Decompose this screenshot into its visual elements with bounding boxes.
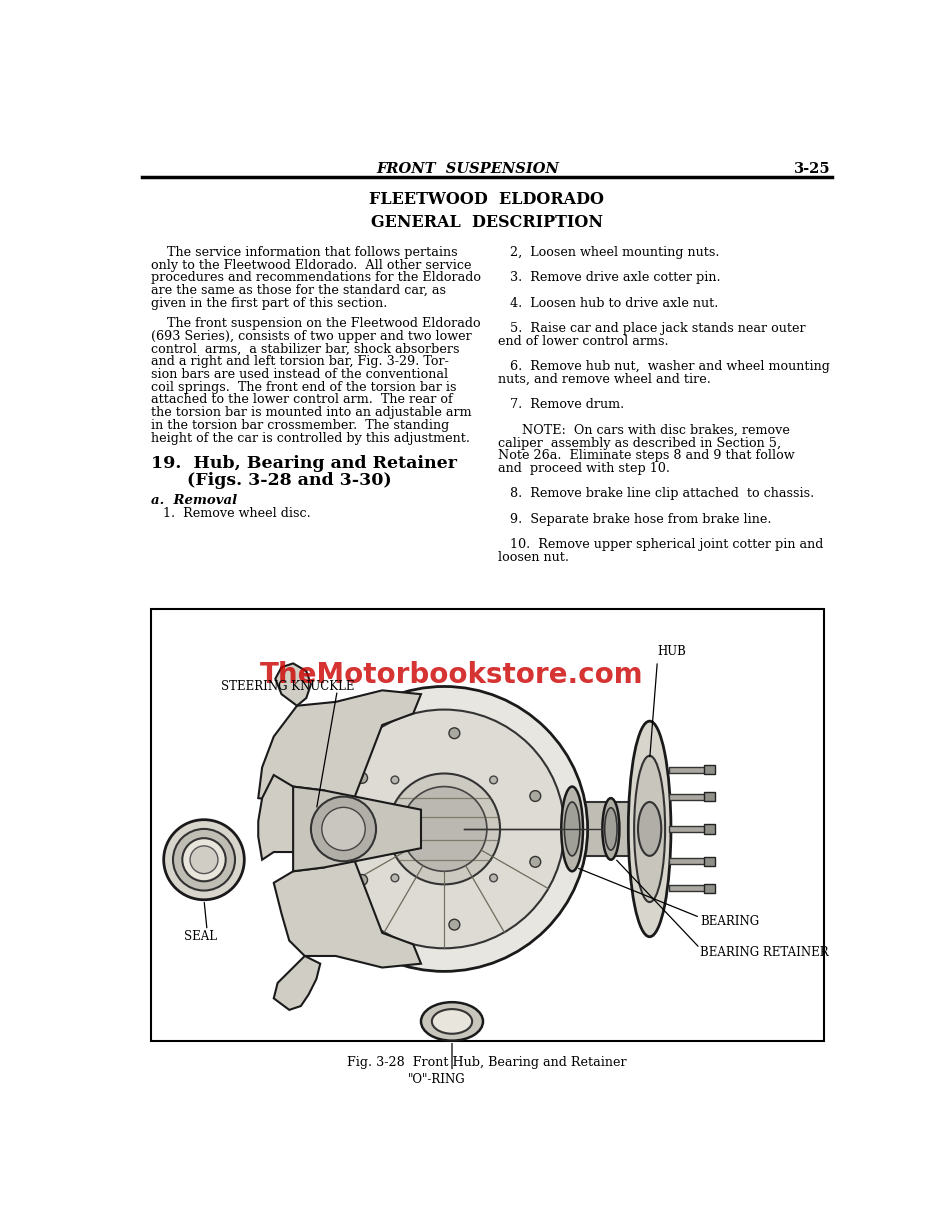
Text: "O"-RING: "O"-RING <box>408 1073 466 1085</box>
Text: Note 26a.  Eliminate steps 8 and 9 that follow: Note 26a. Eliminate steps 8 and 9 that f… <box>499 450 795 462</box>
Text: loosen nut.: loosen nut. <box>499 551 569 564</box>
Ellipse shape <box>638 803 661 855</box>
Text: nuts, and remove wheel and tire.: nuts, and remove wheel and tire. <box>499 374 712 386</box>
Text: The front suspension on the Fleetwood Eldorado: The front suspension on the Fleetwood El… <box>151 317 481 331</box>
Circle shape <box>402 787 486 871</box>
Circle shape <box>489 775 498 784</box>
Bar <box>669 794 712 800</box>
Ellipse shape <box>628 721 671 936</box>
Circle shape <box>449 919 460 930</box>
Text: FRONT  SUSPENSION: FRONT SUSPENSION <box>376 162 559 176</box>
Circle shape <box>182 838 226 881</box>
Ellipse shape <box>564 803 580 855</box>
Text: 19.  Hub, Bearing and Retainer: 19. Hub, Bearing and Retainer <box>151 455 457 472</box>
Bar <box>669 826 712 832</box>
Bar <box>704 825 714 833</box>
Bar <box>669 885 712 891</box>
Polygon shape <box>258 691 421 806</box>
Circle shape <box>163 820 244 900</box>
Circle shape <box>530 857 541 868</box>
Text: 4.  Loosen hub to drive axle nut.: 4. Loosen hub to drive axle nut. <box>499 297 719 310</box>
Text: 10.  Remove upper spherical joint cotter pin and: 10. Remove upper spherical joint cotter … <box>499 538 824 552</box>
Text: procedures and recommendations for the Eldorado: procedures and recommendations for the E… <box>151 272 482 284</box>
Text: in the torsion bar crossmember.  The standing: in the torsion bar crossmember. The stan… <box>151 419 449 431</box>
Text: (693 Series), consists of two upper and two lower: (693 Series), consists of two upper and … <box>151 329 472 343</box>
Ellipse shape <box>421 1002 483 1041</box>
Ellipse shape <box>604 807 618 850</box>
Circle shape <box>449 728 460 739</box>
Ellipse shape <box>635 756 665 902</box>
Circle shape <box>356 773 368 783</box>
Circle shape <box>322 807 365 850</box>
Ellipse shape <box>561 787 583 871</box>
Text: TheMotorbookstore.com: TheMotorbookstore.com <box>260 661 644 689</box>
Circle shape <box>489 874 498 881</box>
Circle shape <box>324 709 564 949</box>
Text: 6.  Remove hub nut,  washer and wheel mounting: 6. Remove hub nut, washer and wheel moun… <box>499 360 830 374</box>
Text: 5.  Raise car and place jack stands near outer: 5. Raise car and place jack stands near … <box>499 322 807 336</box>
Bar <box>151 610 824 1041</box>
Text: HUB: HUB <box>657 645 686 659</box>
Bar <box>704 884 714 892</box>
Circle shape <box>356 875 368 885</box>
Text: attached to the lower control arm.  The rear of: attached to the lower control arm. The r… <box>151 393 453 407</box>
Bar <box>704 857 714 866</box>
Circle shape <box>190 846 218 874</box>
Text: coil springs.  The front end of the torsion bar is: coil springs. The front end of the torsi… <box>151 381 457 393</box>
Text: The service information that follows pertains: The service information that follows per… <box>151 246 458 259</box>
Text: 3-25: 3-25 <box>793 162 830 176</box>
Circle shape <box>391 775 399 784</box>
Text: a.  Removal: a. Removal <box>151 494 238 506</box>
Text: 3.  Remove drive axle cotter pin.: 3. Remove drive axle cotter pin. <box>499 272 721 284</box>
Text: SEAL: SEAL <box>184 930 217 943</box>
Text: end of lower control arms.: end of lower control arms. <box>499 336 669 348</box>
Text: height of the car is controlled by this adjustment.: height of the car is controlled by this … <box>151 431 470 445</box>
Polygon shape <box>274 956 320 1010</box>
Text: 7.  Remove drum.: 7. Remove drum. <box>499 398 625 412</box>
Bar <box>704 764 714 774</box>
Text: sion bars are used instead of the conventional: sion bars are used instead of the conven… <box>151 367 448 381</box>
Polygon shape <box>276 664 311 705</box>
Text: control  arms,  a stabilizer bar, shock absorbers: control arms, a stabilizer bar, shock ab… <box>151 343 460 355</box>
Circle shape <box>173 828 235 891</box>
Text: BEARING: BEARING <box>700 914 759 928</box>
Text: only to the Fleetwood Eldorado.  All other service: only to the Fleetwood Eldorado. All othe… <box>151 259 472 272</box>
Bar <box>669 858 712 864</box>
Circle shape <box>301 687 588 971</box>
Bar <box>704 791 714 801</box>
Text: caliper  assembly as described in Section 5,: caliper assembly as described in Section… <box>499 436 782 450</box>
Text: 9.  Separate brake hose from brake line.: 9. Separate brake hose from brake line. <box>499 512 772 526</box>
Circle shape <box>391 874 399 881</box>
Text: BEARING RETAINER: BEARING RETAINER <box>700 945 828 959</box>
Text: the torsion bar is mounted into an adjustable arm: the torsion bar is mounted into an adjus… <box>151 407 472 419</box>
Bar <box>464 803 650 855</box>
Text: 8.  Remove brake line clip attached  to chassis.: 8. Remove brake line clip attached to ch… <box>499 488 815 500</box>
Circle shape <box>311 796 376 862</box>
Text: NOTE:  On cars with disc brakes, remove: NOTE: On cars with disc brakes, remove <box>499 424 790 438</box>
Text: (Figs. 3-28 and 3-30): (Figs. 3-28 and 3-30) <box>151 472 392 489</box>
Text: 1.  Remove wheel disc.: 1. Remove wheel disc. <box>151 508 311 520</box>
Text: and a right and left torsion bar, Fig. 3-29. Tor-: and a right and left torsion bar, Fig. 3… <box>151 355 449 369</box>
Text: 2,  Loosen wheel mounting nuts.: 2, Loosen wheel mounting nuts. <box>499 246 720 259</box>
Text: and  proceed with step 10.: and proceed with step 10. <box>499 462 671 476</box>
Text: GENERAL  DESCRIPTION: GENERAL DESCRIPTION <box>370 214 603 231</box>
Bar <box>669 767 712 773</box>
Ellipse shape <box>602 798 619 860</box>
Text: given in the first part of this section.: given in the first part of this section. <box>151 297 388 310</box>
Polygon shape <box>294 787 421 871</box>
Circle shape <box>389 773 500 885</box>
Text: FLEETWOOD  ELDORADO: FLEETWOOD ELDORADO <box>370 192 604 209</box>
Text: Fig. 3-28  Front Hub, Bearing and Retainer: Fig. 3-28 Front Hub, Bearing and Retaine… <box>347 1056 627 1069</box>
Text: STEERING KNUCKLE: STEERING KNUCKLE <box>221 680 354 693</box>
Text: are the same as those for the standard car, as: are the same as those for the standard c… <box>151 284 446 297</box>
Circle shape <box>530 790 541 801</box>
Ellipse shape <box>432 1009 472 1034</box>
Polygon shape <box>258 775 421 967</box>
